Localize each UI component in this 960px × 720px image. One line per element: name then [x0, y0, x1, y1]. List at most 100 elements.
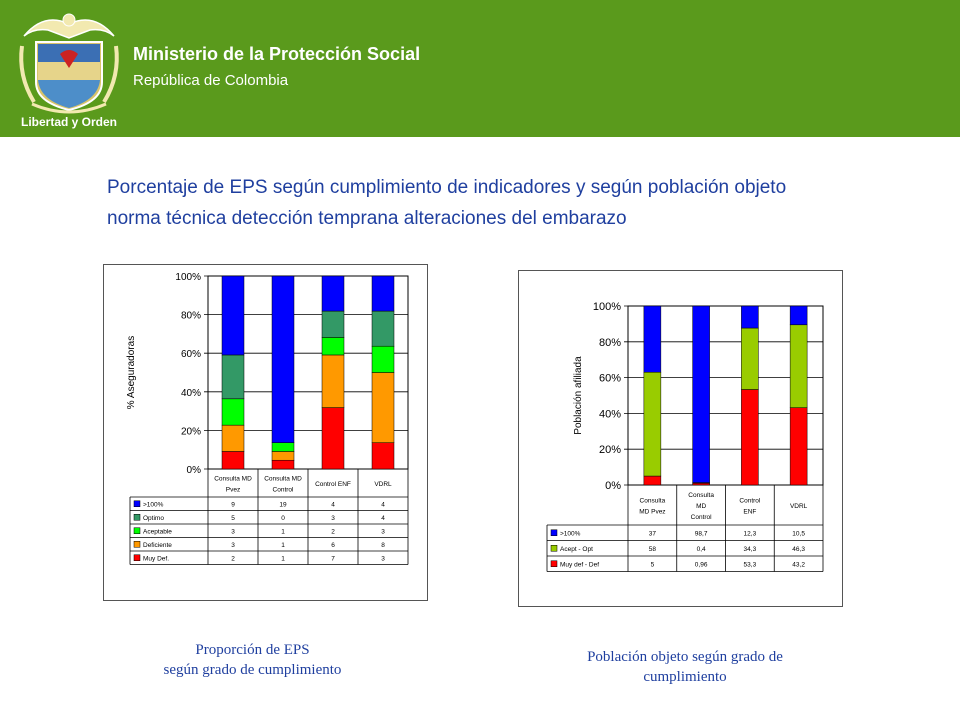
caption-left-line-1: Proporción de EPS	[195, 642, 310, 658]
y-tick-label-0-4: 80%	[181, 311, 201, 322]
data-label-0-r0-c0: 9	[231, 501, 235, 508]
y-tick-label-1-1: 20%	[599, 444, 621, 456]
legend-label-0-1: Optimo	[143, 515, 164, 522]
category-label-0-1-1: Control	[273, 487, 295, 494]
data-label-0-r3-c2: 6	[331, 542, 335, 549]
bar-segment-0-c0-s3	[221, 354, 245, 400]
chart-population-compliance-svg: 0% 20% 40% 60% 80% 100% Población afiliada Cons…	[546, 301, 824, 572]
data-label-1-r0-c1: 98,7	[695, 530, 708, 537]
data-label-1-r1-c2: 34,3	[744, 546, 757, 553]
legend-label-0-3: Deficiente	[143, 542, 172, 549]
bar-segment-1-c3-s1	[789, 324, 808, 408]
bar-segment-1-c2-s1	[741, 327, 759, 390]
y-tick-label-1-3: 60%	[599, 373, 621, 385]
y-tick-label-1-4: 80%	[599, 337, 621, 349]
category-label-1-1-0: Consulta	[688, 492, 714, 499]
slide-title-line-1: Porcentaje de EPS según cumplimiento de …	[107, 177, 787, 198]
legend-swatch-1-2	[550, 560, 558, 567]
y-tick-label-1-2: 40%	[599, 408, 621, 420]
bar-segment-0-c1-s0	[271, 459, 295, 470]
slide-title: Porcentaje de EPS según cumplimiento de …	[107, 172, 927, 234]
bar-segment-0-c2-s3	[321, 310, 345, 338]
caption-left-line-2: según grado de cumplimiento	[163, 662, 342, 678]
data-label-0-r2-c3: 3	[381, 528, 385, 535]
legend-swatch-1-1	[550, 545, 558, 552]
data-label-0-r4-c2: 7	[331, 555, 335, 562]
legend-label-1-1: Acept - Opt	[560, 546, 593, 553]
bar-segment-0-c3-s3	[371, 310, 395, 347]
bar-segment-0-c1-s1	[271, 451, 295, 461]
bar-segment-0-c2-s0	[321, 407, 345, 470]
category-label-0-3-0: VDRL	[374, 481, 392, 488]
ministry-name: Ministerio de la Protección Social	[133, 44, 421, 64]
chart-eps-compliance-svg: 0% 20% 40% 60% 80% 100% % Aseguradoras Consulta…	[126, 272, 409, 565]
data-label-1-r0-c2: 12,3	[744, 530, 757, 537]
data-label-0-r4-c0: 2	[231, 555, 235, 562]
bar-segment-1-c3-s2	[789, 305, 808, 326]
legend-swatch-0-1	[133, 514, 141, 521]
legend-swatch-0-4	[133, 554, 141, 561]
data-label-0-r1-c3: 4	[381, 515, 385, 522]
data-label-0-r1-c0: 5	[231, 515, 235, 522]
data-label-1-r1-c0: 58	[649, 546, 657, 553]
data-label-0-r0-c1: 19	[279, 501, 287, 508]
data-label-1-r2-c3: 43,2	[792, 561, 805, 568]
category-label-1-2-1: ENF	[743, 509, 756, 516]
data-label-1-r0-c3: 10,5	[792, 530, 805, 537]
legend-label-0-0: >100%	[143, 501, 164, 508]
category-label-0-0-1: Pvez	[226, 487, 240, 494]
data-label-1-r1-c1: 0,4	[697, 546, 706, 553]
caption-left: Proporción de EPS según grado de cumplim…	[130, 640, 375, 680]
category-label-1-1-2: Control	[691, 514, 713, 521]
bar-segment-0-c0-s0	[221, 451, 245, 470]
category-label-1-2-0: Control	[739, 498, 761, 505]
bar-segment-1-c2-s2	[741, 305, 759, 329]
data-label-0-r4-c1: 1	[281, 555, 285, 562]
bar-segment-0-c3-s1	[371, 372, 395, 443]
data-label-1-r0-c0: 37	[649, 530, 657, 537]
chart-population-compliance: 0% 20% 40% 60% 80% 100% Población afiliada Cons…	[518, 270, 843, 607]
bar-segment-1-c2-s0	[741, 389, 759, 486]
data-label-1-r1-c3: 46,3	[792, 546, 805, 553]
bar-segment-1-c1-s2	[692, 305, 710, 483]
data-label-0-r1-c2: 3	[331, 515, 335, 522]
bar-segment-0-c2-s4	[321, 275, 345, 312]
y-tick-label-1-0: 0%	[605, 480, 621, 492]
data-label-1-r2-c2: 53,3	[744, 561, 757, 568]
data-label-0-r0-c2: 4	[331, 501, 335, 508]
data-label-1-r2-c1: 0,96	[695, 561, 708, 568]
coat-of-arms-logo: Libertad y Orden	[19, 13, 119, 129]
data-label-0-r2-c1: 1	[281, 528, 285, 535]
bar-segment-1-c0-s0	[643, 475, 662, 486]
category-label-1-0-1: MD Pvez	[639, 509, 665, 516]
header-bar: Libertad y Orden Ministerio de la Protec…	[0, 0, 960, 137]
bar-segment-1-c1-s0	[692, 483, 710, 486]
bar-segment-0-c3-s4	[371, 275, 395, 312]
category-label-0-1-0: Consulta MD	[264, 476, 302, 483]
legend-label-1-2: Muy def - Def	[560, 561, 599, 568]
bar-segment-0-c1-s4	[271, 275, 295, 443]
y-tick-label-0-1: 20%	[181, 426, 201, 437]
bar-segment-0-c0-s2	[221, 398, 245, 426]
bar-segment-0-c3-s2	[371, 345, 395, 373]
category-label-0-2-0: Control ENF	[315, 481, 351, 488]
data-label-0-r3-c1: 1	[281, 542, 285, 549]
bar-segment-1-c0-s1	[643, 371, 662, 477]
bar-segment-0-c3-s0	[371, 442, 395, 470]
caption-right-line-2: cumplimiento	[643, 669, 727, 685]
bar-segment-0-c0-s4	[221, 275, 245, 356]
legend-label-0-2: Aceptable	[143, 528, 172, 535]
legend-swatch-0-3	[133, 541, 141, 548]
caption-right: Población objeto según grado de cumplimi…	[545, 647, 825, 687]
y-axis-title-1: Población afiliada	[573, 356, 584, 435]
country-name: República de Colombia	[133, 72, 289, 89]
legend-swatch-0-0	[133, 500, 141, 507]
slide-title-line-2: norma técnica detección temprana alterac…	[107, 208, 627, 229]
legend-label-1-0: >100%	[560, 530, 581, 537]
data-label-0-r4-c3: 3	[381, 555, 385, 562]
bar-segment-0-c2-s2	[321, 337, 345, 356]
data-label-0-r3-c0: 3	[231, 542, 235, 549]
legend-label-0-4: Muy Def.	[143, 555, 169, 562]
caption-right-line-1: Población objeto según grado de	[587, 649, 783, 665]
data-label-0-r3-c3: 8	[381, 542, 385, 549]
